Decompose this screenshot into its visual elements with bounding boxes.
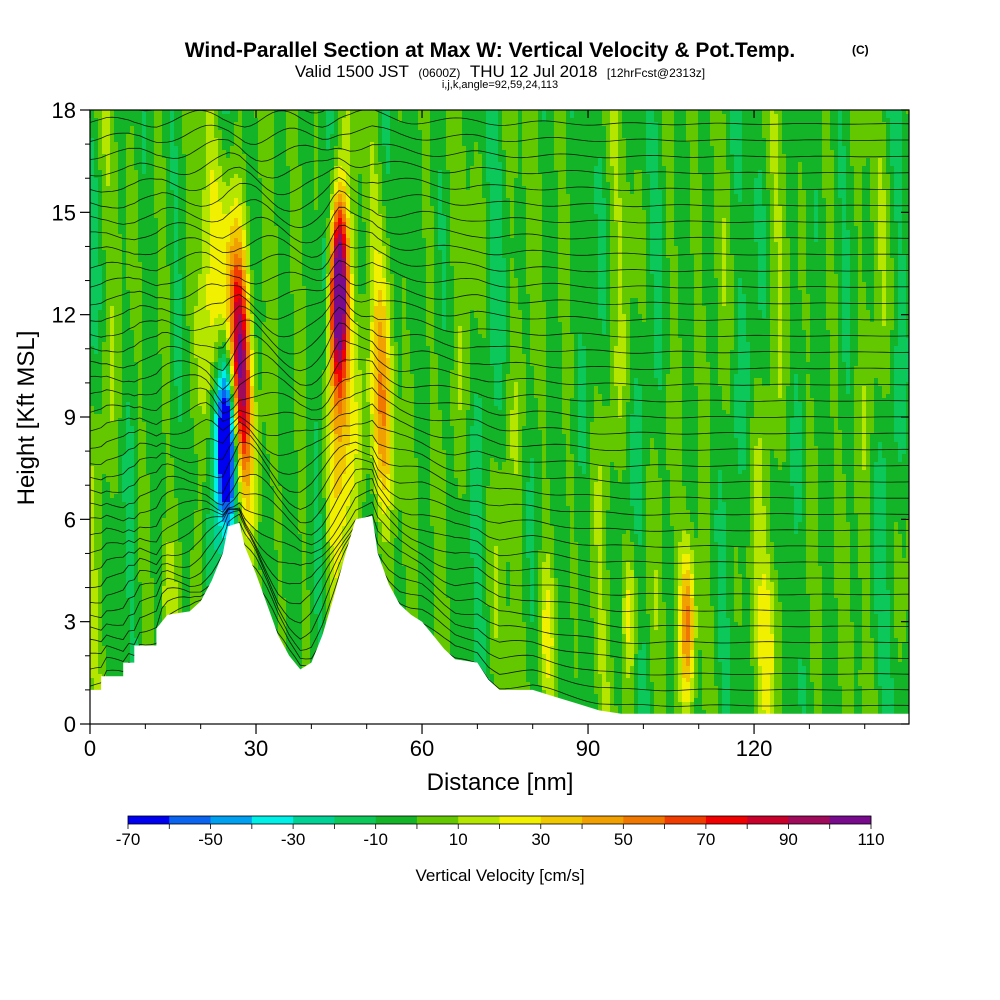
chart-indices: i,j,k,angle=92,59,24,113 — [442, 79, 558, 91]
colorbar-swatch — [747, 816, 789, 824]
colorbar-tick-label: 110 — [857, 830, 884, 849]
colorbar-tick-label: -70 — [116, 830, 141, 849]
y-axis-label: Height [Kft MSL] — [13, 331, 40, 506]
y-tick-label: 15 — [52, 200, 76, 225]
subtitle-utc: (0600Z) — [418, 66, 460, 80]
colorbar-swatch — [334, 816, 376, 824]
colorbar-tick-label: 50 — [614, 830, 633, 849]
x-axis: 0 30 60 90 120 — [84, 110, 866, 761]
colorbar-swatch — [458, 816, 500, 824]
colorbar-swatch — [705, 816, 748, 824]
colorbar-swatch — [829, 816, 872, 824]
colorbar-swatch — [540, 816, 583, 824]
subtitle-valid: Valid 1500 JST — [295, 62, 409, 81]
colorbar: -70 -50 -30 -10 10 30 50 70 90 110 — [116, 815, 885, 849]
chart-subtitle: Valid 1500 JST (0600Z) THU 12 Jul 2018 [… — [295, 62, 705, 81]
colorbar-tick-label: 10 — [449, 830, 468, 849]
colorbar-swatch — [169, 816, 211, 824]
x-tick-label: 30 — [244, 736, 268, 761]
colorbar-swatch — [416, 816, 459, 824]
colorbar-swatch — [582, 816, 624, 824]
y-tick-label: 6 — [64, 507, 76, 532]
x-tick-label: 120 — [736, 736, 773, 761]
colorbar-swatch — [788, 816, 831, 824]
x-tick-label: 0 — [84, 736, 96, 761]
y-tick-label: 9 — [64, 405, 76, 430]
x-tick-label: 60 — [410, 736, 434, 761]
chart-title-tag: (C) — [852, 43, 869, 57]
subtitle-date: THU 12 Jul 2018 — [470, 62, 598, 81]
x-axis-label: Distance [nm] — [427, 769, 574, 796]
colorbar-tick-label: -10 — [363, 830, 388, 849]
colorbar-swatch — [664, 816, 707, 824]
colorbar-swatch — [251, 816, 294, 824]
colorbar-swatch — [623, 816, 665, 824]
terrain-mask — [90, 515, 909, 724]
colorbar-tick-label: 70 — [696, 830, 715, 849]
y-axis: 0 3 6 9 12 15 18 — [52, 98, 909, 737]
chart-title: Wind-Parallel Section at Max W: Vertical… — [185, 39, 796, 62]
colorbar-tick-label: 90 — [779, 830, 798, 849]
y-tick-label: 12 — [52, 303, 76, 328]
colorbar-swatch — [499, 816, 542, 824]
colorbar-label: Vertical Velocity [cm/s] — [415, 866, 584, 885]
colorbar-swatch — [293, 816, 335, 824]
y-tick-label: 0 — [64, 712, 76, 737]
colorbar-tick-label: 30 — [531, 830, 550, 849]
y-tick-label: 18 — [52, 98, 76, 123]
colorbar-tick-label: -30 — [281, 830, 306, 849]
colorbar-swatch — [128, 816, 170, 824]
colorbar-tick-label: -50 — [198, 830, 223, 849]
colorbar-swatch — [210, 816, 253, 824]
subtitle-forecast: [12hrFcst@2313z] — [607, 66, 705, 80]
colorbar-swatch — [375, 816, 418, 824]
y-tick-label: 3 — [64, 610, 76, 635]
x-tick-label: 90 — [576, 736, 600, 761]
